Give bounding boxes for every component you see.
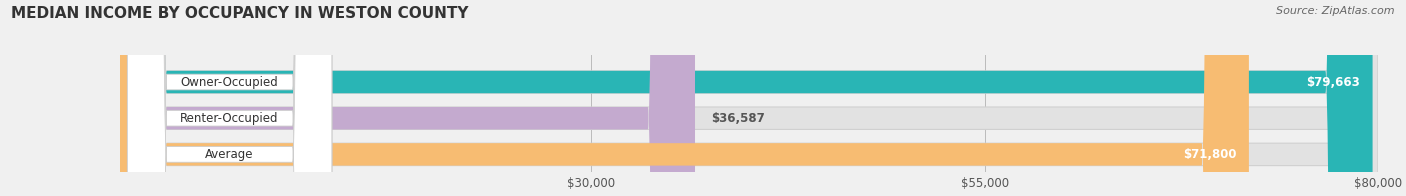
FancyBboxPatch shape [120, 0, 1378, 196]
Text: Average: Average [205, 148, 254, 161]
FancyBboxPatch shape [120, 0, 1249, 196]
Text: $79,663: $79,663 [1306, 75, 1360, 89]
FancyBboxPatch shape [128, 0, 332, 196]
FancyBboxPatch shape [128, 0, 332, 196]
FancyBboxPatch shape [128, 0, 332, 196]
Text: $36,587: $36,587 [711, 112, 765, 125]
FancyBboxPatch shape [120, 0, 1378, 196]
FancyBboxPatch shape [120, 0, 695, 196]
Text: Owner-Occupied: Owner-Occupied [181, 75, 278, 89]
Text: Source: ZipAtlas.com: Source: ZipAtlas.com [1277, 6, 1395, 16]
Text: Renter-Occupied: Renter-Occupied [180, 112, 278, 125]
FancyBboxPatch shape [120, 0, 1372, 196]
Text: MEDIAN INCOME BY OCCUPANCY IN WESTON COUNTY: MEDIAN INCOME BY OCCUPANCY IN WESTON COU… [11, 6, 468, 21]
Text: $71,800: $71,800 [1182, 148, 1236, 161]
FancyBboxPatch shape [120, 0, 1378, 196]
